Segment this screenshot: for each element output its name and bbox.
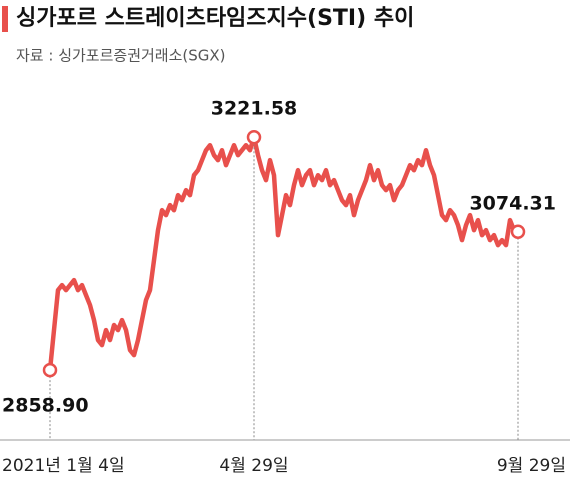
chart-title: 싱가포르 스트레이츠타임즈지수(STI) 추이 <box>16 6 414 31</box>
chart-subtitle: 자료 : 싱가포르증권거래소(SGX) <box>16 47 226 65</box>
point-marker <box>510 224 526 240</box>
title-accent <box>2 6 8 32</box>
point-marker <box>246 129 262 145</box>
value-label: 3221.58 <box>211 98 298 120</box>
point-marker <box>42 362 58 378</box>
x-tick-label: 2021년 1월 4일 <box>2 456 125 476</box>
series-line <box>47 134 519 371</box>
value-label: 3074.31 <box>469 192 556 214</box>
x-tick-label: 9월 29일 <box>497 456 566 476</box>
x-tick-label: 4월 29일 <box>219 456 288 476</box>
value-label: 2858.90 <box>2 395 89 417</box>
